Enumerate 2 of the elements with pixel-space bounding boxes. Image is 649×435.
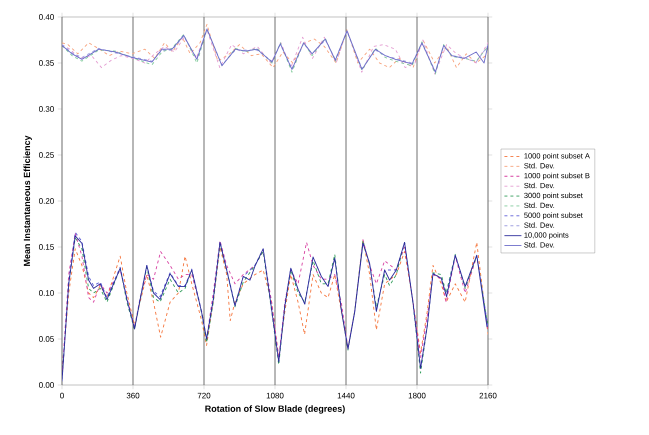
x-axis-title: Rotation of Slow Blade (degrees): [205, 405, 345, 414]
y-axis-title: Mean Instantaneous Efficiency: [24, 136, 32, 266]
